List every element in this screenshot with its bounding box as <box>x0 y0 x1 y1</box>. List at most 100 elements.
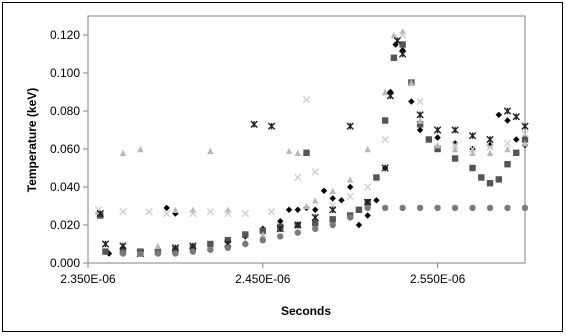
data-point <box>381 204 389 212</box>
data-point <box>434 145 441 153</box>
data-point <box>513 136 520 143</box>
data-point <box>504 145 511 153</box>
data-point <box>513 149 520 156</box>
data-point <box>259 231 266 238</box>
data-point <box>416 97 424 106</box>
data-point <box>521 130 529 138</box>
data-point <box>119 149 127 156</box>
data-point <box>163 204 170 212</box>
data-point <box>486 142 494 149</box>
data-point <box>312 197 319 204</box>
plot-area <box>87 15 526 264</box>
data-point <box>285 206 293 213</box>
data-point <box>451 204 459 212</box>
data-point <box>277 218 284 225</box>
data-point <box>390 54 398 61</box>
x-tick-label: 2.550E-06 <box>410 272 466 286</box>
data-point <box>364 145 371 153</box>
data-point <box>373 174 380 181</box>
data-point <box>469 164 476 172</box>
data-point <box>373 197 380 204</box>
data-point <box>189 248 197 255</box>
data-point <box>486 149 494 156</box>
data-point <box>347 176 354 183</box>
data-point <box>433 126 442 134</box>
data-point <box>416 111 424 119</box>
data-point <box>386 92 395 100</box>
data-point <box>294 149 301 156</box>
data-point <box>390 31 398 39</box>
data-point <box>469 149 476 156</box>
data-point <box>329 206 337 214</box>
data-point <box>364 212 371 219</box>
data-point <box>504 161 511 168</box>
data-point <box>338 197 345 204</box>
x-tick-label: 2.450E-06 <box>235 272 291 286</box>
data-point <box>398 31 407 39</box>
data-point <box>277 233 284 240</box>
data-point <box>267 122 276 130</box>
data-point <box>486 204 494 212</box>
data-point <box>312 206 319 213</box>
x-axis: 2.350E-06 2.450E-06 2.550E-06 <box>60 263 466 286</box>
data-point <box>242 231 249 238</box>
data-point <box>172 206 179 213</box>
data-point <box>311 168 319 176</box>
data-point <box>364 204 371 212</box>
y-axis-title: Temperature (keV) <box>25 88 39 192</box>
data-point <box>408 98 415 105</box>
data-point <box>285 147 293 155</box>
data-point <box>276 225 284 233</box>
data-point <box>451 126 459 134</box>
y-tick-label: 0.020 <box>50 218 80 232</box>
data-point <box>102 248 109 255</box>
data-point <box>478 174 485 181</box>
data-point <box>137 250 144 257</box>
data-point <box>504 117 511 124</box>
data-point <box>241 209 250 218</box>
data-point <box>416 121 424 128</box>
y-tick-label: 0.060 <box>50 142 80 156</box>
data-point <box>434 134 441 141</box>
data-point <box>425 136 433 143</box>
data-point <box>145 208 153 216</box>
data-point <box>302 95 311 104</box>
data-point <box>399 41 406 48</box>
data-point <box>294 221 302 229</box>
data-point <box>495 111 502 118</box>
data-point <box>468 145 477 153</box>
data-point <box>416 126 424 134</box>
data-point <box>119 242 127 250</box>
data-point <box>434 142 441 149</box>
data-point <box>381 164 389 172</box>
data-point <box>495 176 502 183</box>
data-point <box>521 136 529 143</box>
data-point <box>347 183 354 191</box>
data-point <box>154 242 162 250</box>
data-point <box>512 113 520 121</box>
x-axis-title: Seconds <box>281 304 331 318</box>
data-point <box>381 117 389 124</box>
data-point <box>486 135 494 144</box>
data-point <box>504 204 511 212</box>
data-point <box>259 237 266 244</box>
data-point <box>355 221 363 229</box>
data-point <box>96 209 104 218</box>
data-point <box>119 208 127 216</box>
data-point <box>312 219 319 227</box>
data-point <box>329 216 336 223</box>
data-point <box>312 225 319 232</box>
data-point <box>451 155 459 162</box>
data-point <box>329 221 336 229</box>
data-point <box>486 143 494 151</box>
x-tick-label: 2.350E-06 <box>60 272 116 286</box>
data-point <box>346 122 354 130</box>
data-point <box>294 229 301 236</box>
data-point <box>521 204 529 212</box>
data-point <box>451 145 459 153</box>
data-point <box>451 140 459 147</box>
data-point <box>363 198 372 206</box>
data-points <box>94 28 529 258</box>
data-point <box>521 122 529 130</box>
